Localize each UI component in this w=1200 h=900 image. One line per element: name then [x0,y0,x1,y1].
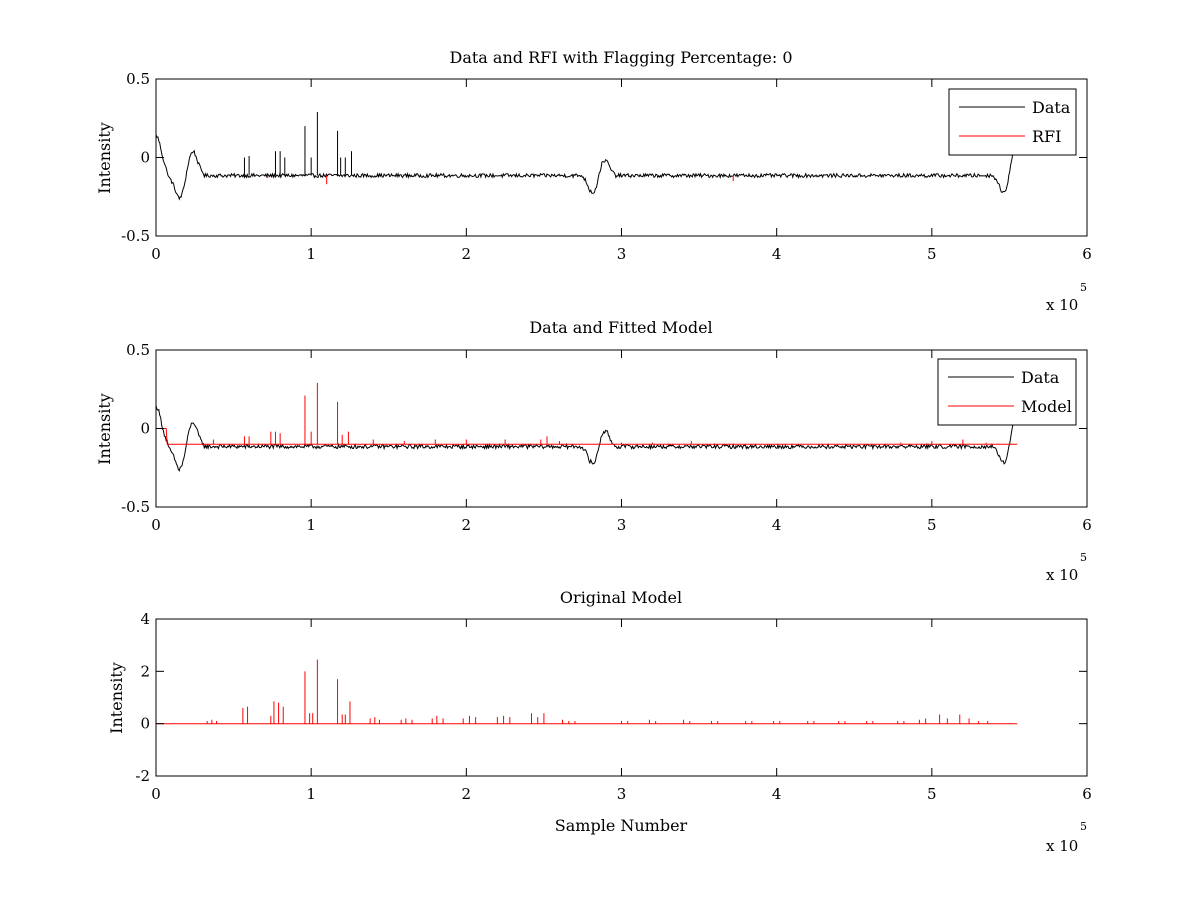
x-axis-label: Sample Number [555,816,688,835]
subplot-title: Data and RFI with Flagging Percentage: 0 [449,48,792,67]
x-axis-multiplier: x 10 [1046,296,1078,314]
x-tick-label: 3 [617,516,627,534]
x-tick-label: 1 [306,516,316,534]
x-tick-label: 5 [927,245,937,263]
subplot-rfi: Data and RFI with Flagging Percentage: 0… [95,48,1092,314]
x-axis-multiplier: x 10 [1046,837,1078,855]
y-tick-label: 0 [140,715,150,733]
x-axis-multiplier: x 10 [1046,566,1078,584]
legend-label: RFI [1032,127,1061,146]
plot-lines [155,382,1018,472]
y-axis-label: Intensity [95,393,114,465]
x-tick-label: 0 [151,245,161,263]
y-axis-label: Intensity [95,122,114,194]
legend-box [937,358,1077,426]
subplot-fitted-model: Data and Fitted Model Intensity x 10 5 0… [95,318,1092,584]
x-axis-multiplier-exponent: 5 [1080,281,1087,294]
y-tick-label: 0.5 [126,341,150,359]
x-tick-label: 3 [617,245,627,263]
y-tick-label: -0.5 [121,227,150,245]
x-tick-label: 6 [1082,245,1092,263]
legend-label: Data [1032,98,1071,117]
y-tick-label: -2 [135,767,150,785]
x-axis-multiplier-exponent: 5 [1080,551,1087,564]
axes: 0 1 2 3 4 5 6-0.500.5 [121,341,1092,534]
y-tick-label: 0.5 [126,70,150,88]
y-axis-label: Intensity [107,662,126,734]
legend: Data Model [937,358,1077,426]
series-line-model [156,428,1018,445]
x-tick-label: 4 [772,516,782,534]
x-tick-label: 6 [1082,516,1092,534]
plot-lines [156,659,1018,725]
y-tick-label: 4 [140,610,150,628]
x-tick-label: 4 [772,785,782,803]
x-tick-label: 6 [1082,785,1092,803]
series-line-data [155,405,1018,472]
y-tick-label: 0 [140,420,150,438]
legend: Data RFI [948,88,1077,156]
legend-label: Model [1021,397,1072,416]
x-tick-label: 4 [772,245,782,263]
x-tick-label: 1 [306,245,316,263]
y-tick-label: 2 [140,662,150,680]
legend-label: Data [1021,368,1060,387]
subplot-title: Data and Fitted Model [529,318,712,337]
x-tick-label: 0 [151,516,161,534]
series-line-data [155,134,1018,201]
x-tick-label: 2 [462,245,472,263]
x-tick-label: 5 [927,516,937,534]
x-tick-label: 2 [462,785,472,803]
axes: 0 1 2 3 4 5 6-0.500.5 [121,70,1092,263]
y-tick-label: 0 [140,149,150,167]
subplot-original-model: Original Model Intensity Sample Number x… [107,588,1092,855]
subplot-title: Original Model [560,588,682,607]
x-tick-label: 3 [617,785,627,803]
legend-box [948,88,1077,156]
x-tick-label: 5 [927,785,937,803]
x-tick-label: 0 [151,785,161,803]
x-tick-label: 2 [462,516,472,534]
plot-lines [155,111,1018,201]
y-tick-label: -0.5 [121,498,150,516]
x-axis-multiplier-exponent: 5 [1080,820,1087,833]
x-tick-label: 1 [306,785,316,803]
